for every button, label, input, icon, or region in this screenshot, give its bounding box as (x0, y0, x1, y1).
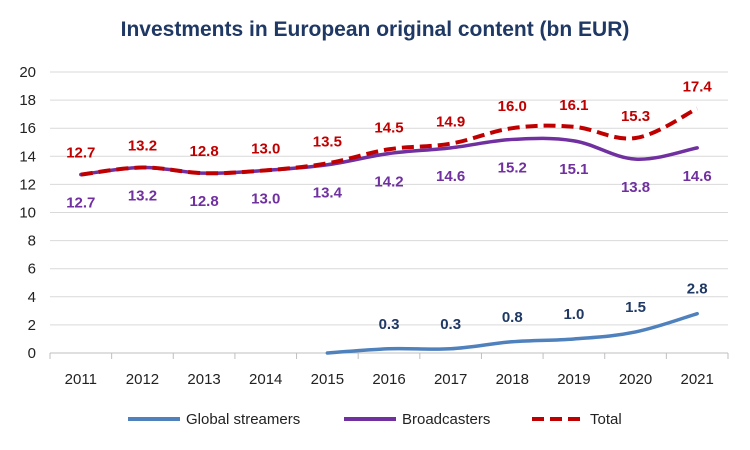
x-tick-label: 2021 (680, 371, 713, 388)
data-label-global-streamers: 1.0 (563, 306, 584, 323)
data-label-total: 16.1 (559, 97, 588, 114)
x-tick-label: 2017 (434, 371, 467, 388)
data-label-broadcasters: 15.2 (498, 159, 527, 176)
x-tick-label: 2015 (311, 371, 344, 388)
series-line-broadcasters (79, 136, 699, 177)
data-label-total: 14.5 (374, 119, 403, 136)
data-label-total: 17.4 (683, 79, 713, 96)
data-label-total: 13.2 (128, 138, 157, 155)
y-tick-label: 6 (28, 261, 36, 278)
data-label-total: 12.7 (66, 145, 95, 162)
x-tick-label: 2014 (249, 371, 282, 388)
y-tick-label: 14 (19, 148, 36, 165)
data-label-total: 15.3 (621, 108, 650, 125)
x-tick-label: 2020 (619, 371, 652, 388)
legend-label-global-streamers: Global streamers (186, 411, 300, 428)
data-label-total: 13.5 (313, 133, 342, 150)
data-label-broadcasters: 15.1 (559, 161, 588, 178)
data-label-global-streamers: 0.8 (502, 309, 523, 326)
data-label-total: 16.0 (498, 98, 527, 115)
data-label-global-streamers: 0.3 (440, 316, 461, 333)
y-tick-label: 4 (28, 289, 36, 306)
data-label-broadcasters: 13.2 (128, 188, 157, 205)
data-label-broadcasters: 12.8 (189, 193, 218, 210)
y-tick-label: 18 (19, 92, 36, 109)
data-label-broadcasters: 14.2 (374, 173, 403, 190)
data-label-global-streamers: 2.8 (687, 281, 708, 298)
y-tick-label: 20 (19, 64, 36, 81)
legend: Global streamers Broadcasters Total (128, 411, 622, 428)
y-tick-label: 12 (19, 176, 36, 193)
chart-title: Investments in European original content… (120, 18, 630, 41)
x-tick-label: 2013 (187, 371, 220, 388)
data-label-broadcasters: 14.6 (436, 168, 465, 185)
data-label-global-streamers: 0.3 (379, 316, 400, 333)
data-label-broadcasters: 14.6 (683, 168, 712, 185)
data-label-global-streamers: 1.5 (625, 299, 646, 316)
data-label-broadcasters: 13.4 (313, 185, 343, 202)
x-tick-label: 2012 (126, 371, 159, 388)
series-lines (79, 106, 699, 355)
data-label-total: 13.0 (251, 140, 280, 157)
x-tick-label: 2016 (372, 371, 405, 388)
y-tick-label: 8 (28, 233, 36, 250)
data-label-total: 12.8 (189, 143, 218, 160)
x-tick-label: 2018 (496, 371, 529, 388)
y-tick-label: 2 (28, 317, 36, 334)
x-tick-label: 2011 (65, 371, 97, 388)
axes: 0 2 4 6 8 10 12 14 16 18 20 2011 2012 2013 2014 2015 201… (19, 64, 729, 388)
series-line-total (80, 106, 699, 177)
y-tick-label: 10 (19, 205, 36, 222)
data-label-broadcasters: 12.7 (66, 195, 95, 212)
data-labels: 0.3 0.3 0.8 1.0 1.5 2.8 12.7 13.2 12.8 13.0 13.4 14… (66, 79, 712, 333)
data-label-broadcasters: 13.0 (251, 190, 280, 207)
series-line-global-streamers (325, 311, 699, 355)
data-label-broadcasters: 13.8 (621, 179, 650, 196)
data-label-total: 14.9 (436, 114, 465, 131)
legend-label-total: Total (590, 411, 622, 428)
y-tick-label: 0 (28, 345, 36, 362)
y-tick-label: 16 (19, 120, 36, 137)
legend-label-broadcasters: Broadcasters (402, 411, 490, 428)
x-tick-label: 2019 (557, 371, 590, 388)
